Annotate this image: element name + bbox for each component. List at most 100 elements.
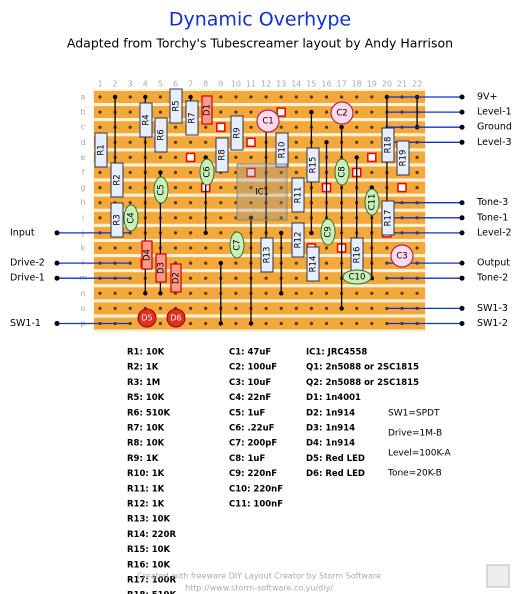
- capacitor: [320, 218, 336, 246]
- component-label: R9: [233, 127, 243, 138]
- component-label: R14: [309, 256, 319, 273]
- hole: [249, 201, 253, 205]
- hole: [264, 291, 268, 295]
- hole: [370, 170, 374, 175]
- part-item: R9: 1K: [127, 454, 159, 464]
- resistor: [110, 202, 124, 238]
- part-item: Q2: 2n5088 or 2SC1815: [306, 378, 419, 388]
- component-label: R2: [113, 174, 123, 185]
- hole: [279, 216, 283, 220]
- resistor: [381, 200, 395, 236]
- wire-end: [459, 230, 465, 236]
- right-label: Tone-3: [476, 197, 508, 208]
- hole: [279, 95, 283, 99]
- column-number: 17: [337, 80, 347, 89]
- control-item: Level=100K-A: [388, 449, 451, 459]
- row-letter: g: [80, 183, 85, 192]
- part-item: R16: 10K: [127, 560, 171, 570]
- hole: [98, 306, 102, 310]
- part-item: R18: 510K: [127, 591, 176, 594]
- jumper-end: [218, 260, 223, 266]
- hole: [204, 125, 208, 129]
- hole: [385, 291, 389, 295]
- part-item: C9: 220nF: [229, 469, 277, 479]
- hole: [189, 140, 193, 144]
- hole: [324, 125, 329, 129]
- jumper-end: [218, 321, 223, 326]
- row-letter: d: [80, 138, 85, 147]
- part-item: R2: 1K: [127, 363, 159, 373]
- hole: [324, 276, 329, 280]
- hole: [158, 321, 162, 326]
- part-item: D4: 1n914: [306, 439, 355, 449]
- hole: [279, 321, 283, 326]
- hole: [279, 125, 283, 129]
- resistor: [185, 100, 199, 136]
- part-item: C5: 1uF: [229, 408, 265, 418]
- part-item: R11: 1K: [127, 484, 165, 494]
- component-label: R7: [188, 112, 198, 123]
- right-label: Level-1: [477, 107, 512, 118]
- jumper-end: [324, 140, 329, 145]
- hole: [128, 246, 132, 250]
- wire-end: [54, 260, 60, 266]
- column-number: 6: [173, 80, 178, 89]
- column-number: 3: [128, 80, 133, 89]
- hole: [234, 261, 238, 265]
- component-label: D5: [141, 314, 152, 323]
- row-letter: e: [81, 153, 86, 162]
- hole: [294, 321, 298, 326]
- column-number: 16: [321, 80, 331, 89]
- component-label: C9: [324, 226, 334, 237]
- logo: [486, 564, 510, 588]
- hole: [158, 110, 162, 114]
- hole: [294, 276, 298, 280]
- hole: [189, 216, 193, 220]
- part-item: IC1: JRC4558: [306, 348, 367, 358]
- hole: [294, 95, 298, 99]
- strip-cut: [185, 152, 196, 163]
- hole: [158, 95, 162, 99]
- hole: [173, 216, 178, 220]
- component-label: C4: [127, 212, 137, 223]
- hole: [355, 291, 359, 295]
- part-item: D6: Red LED: [306, 469, 365, 479]
- part-item: C4: 22nF: [229, 393, 271, 403]
- strip-cut: [276, 107, 286, 117]
- wire-end: [459, 94, 465, 100]
- hole: [370, 140, 374, 144]
- hole: [324, 95, 329, 99]
- hole: [294, 125, 298, 129]
- jumper-end: [248, 215, 254, 220]
- hole: [234, 110, 238, 114]
- row-letter: b: [80, 108, 85, 117]
- diode: [155, 253, 167, 283]
- resistor: [139, 102, 153, 138]
- part-item: R3: 1M: [127, 378, 160, 388]
- hole: [415, 170, 419, 175]
- jumper-end: [203, 155, 208, 160]
- hole: [189, 261, 193, 265]
- part-item: R8: 10K: [127, 439, 165, 449]
- ic: [236, 163, 288, 221]
- electrolytic-cap: [330, 101, 354, 125]
- hole: [219, 216, 223, 220]
- hole: [98, 186, 102, 190]
- jumper-end: [309, 109, 314, 115]
- column-number: 9: [218, 80, 223, 89]
- column-number: 15: [306, 80, 316, 89]
- component-label: C6: [203, 166, 213, 177]
- wire-end: [459, 321, 465, 326]
- part-item: R15: 10K: [127, 545, 171, 555]
- hole: [324, 291, 329, 295]
- hole: [173, 186, 178, 190]
- hole: [98, 201, 102, 205]
- jumper-end: [354, 155, 359, 160]
- diode: [141, 240, 153, 270]
- column-number: 22: [412, 80, 422, 89]
- hole: [234, 95, 238, 99]
- strip-cut: [216, 122, 226, 132]
- hole: [415, 186, 419, 190]
- hole: [98, 216, 102, 220]
- hole: [355, 110, 359, 114]
